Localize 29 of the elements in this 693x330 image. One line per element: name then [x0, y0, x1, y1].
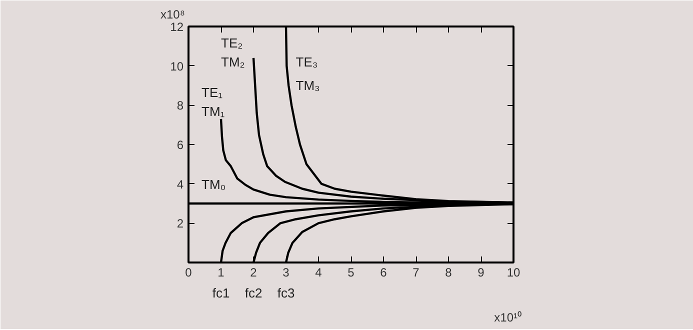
- x-tick-label: 6: [380, 266, 388, 280]
- x-tick-label: 1: [218, 266, 225, 280]
- y-tick-label: 6: [176, 138, 184, 152]
- y-tick-label: 8: [176, 98, 184, 113]
- annotation: TE₃: [296, 54, 318, 70]
- x-tick-label: 2: [250, 266, 258, 280]
- x-tick-label: 10: [506, 266, 520, 280]
- text: fc2: [244, 286, 262, 300]
- x-tick-label: 8: [445, 266, 452, 280]
- x-tick-label: 7: [412, 266, 420, 280]
- y-tick-label: 12: [170, 20, 184, 34]
- x-tick-label: 0: [185, 266, 192, 280]
- annotation: TM₀: [202, 177, 226, 192]
- x-tick-label: 5: [348, 266, 355, 280]
- y-tick-label: 2: [176, 216, 184, 231]
- annotation: TE₂: [221, 36, 243, 51]
- x-tick-label: 9: [478, 266, 485, 280]
- annotation: TM₁: [202, 104, 226, 119]
- text: x10⁸: [160, 8, 185, 22]
- annotation: TM₂: [221, 54, 245, 70]
- x-tick-label: 4: [315, 266, 322, 280]
- x-tick-label: 3: [282, 266, 290, 280]
- y-tick-label: 10: [170, 59, 184, 74]
- annotation: TE₁: [202, 85, 224, 100]
- y-tick-label: 4: [176, 177, 184, 192]
- annotation: TM₃: [296, 78, 320, 93]
- text: fc1: [212, 286, 230, 300]
- text: fc3: [277, 286, 295, 300]
- text: x10¹⁰: [494, 310, 522, 324]
